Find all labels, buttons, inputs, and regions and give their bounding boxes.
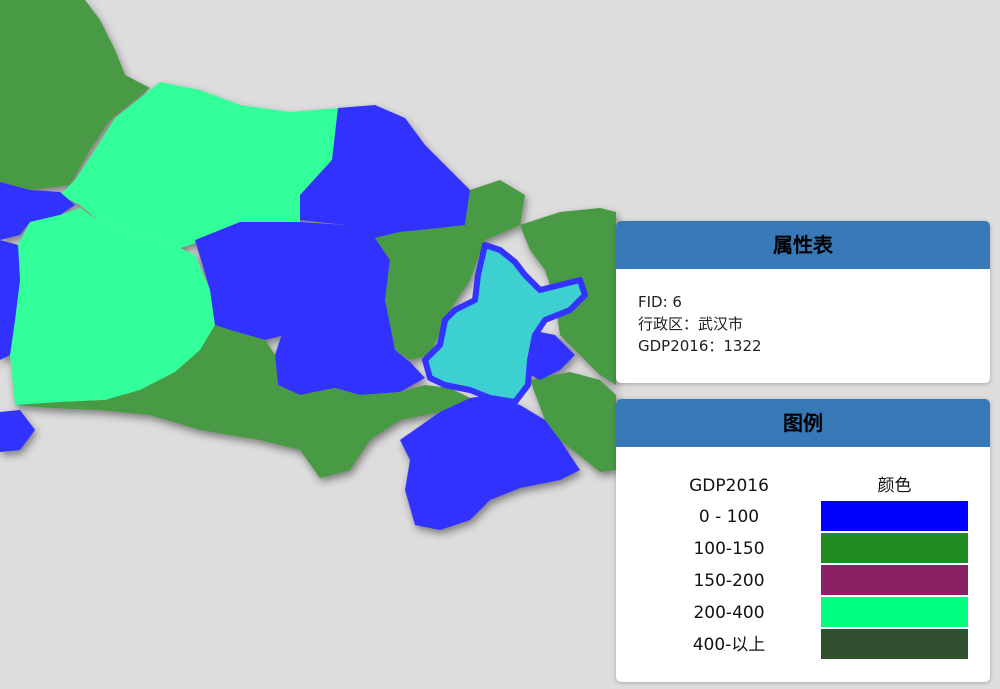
attr-gdp: GDP2016：1322 <box>638 337 762 355</box>
legend-class-label: 400-以上 <box>692 635 766 655</box>
attr-fid: FID: 6 <box>638 293 682 311</box>
legend-panel-title: 图例 <box>616 399 990 447</box>
attribute-panel: 属性表 FID: 6 行政区：武汉市 GDP2016：1322 <box>616 221 990 383</box>
map-region[interactable] <box>400 395 580 530</box>
attr-district: 行政区：武汉市 <box>638 315 744 333</box>
legend-class-label: 100-150 <box>693 539 765 559</box>
attribute-panel-title: 属性表 <box>616 221 990 269</box>
legend-color-swatch <box>821 533 968 563</box>
map-region[interactable] <box>275 300 425 395</box>
legend-col-color: 颜色 <box>877 476 912 496</box>
legend-color-swatch <box>821 597 968 627</box>
legend-header: GDP2016 颜色 <box>640 471 970 501</box>
legend-row: 100-150 <box>640 533 970 565</box>
legend-class-label: 200-400 <box>693 603 765 623</box>
map-region[interactable] <box>60 82 338 248</box>
legend-panel: 图例 GDP2016 颜色 0 - 100 100-150 150-200 200-4… <box>616 399 990 682</box>
legend-row: 150-200 <box>640 565 970 597</box>
map-region[interactable] <box>0 182 75 240</box>
legend-row: 200-400 <box>640 597 970 629</box>
map-region[interactable] <box>530 372 616 472</box>
map-region[interactable] <box>375 180 525 360</box>
map-region[interactable] <box>15 325 470 478</box>
legend-class-label: 0 - 100 <box>698 507 760 527</box>
map-region[interactable] <box>525 330 575 380</box>
legend-color-swatch <box>821 629 968 659</box>
map-region[interactable] <box>300 105 470 238</box>
legend-class-label: 150-200 <box>693 571 765 591</box>
legend-row: 400-以上 <box>640 629 970 661</box>
legend-col-label: GDP2016 <box>689 476 769 496</box>
map-region[interactable] <box>0 0 160 190</box>
legend-table: GDP2016 颜色 0 - 100 100-150 150-200 200-400 4… <box>640 471 970 661</box>
map-region[interactable] <box>0 410 35 452</box>
legend-color-swatch <box>821 565 968 595</box>
legend-row: 0 - 100 <box>640 501 970 533</box>
selected-region-wuhan[interactable] <box>422 242 588 405</box>
map-region[interactable] <box>0 240 20 360</box>
map-region[interactable] <box>10 208 215 405</box>
map-region[interactable] <box>195 222 390 340</box>
legend-color-swatch <box>821 501 968 531</box>
